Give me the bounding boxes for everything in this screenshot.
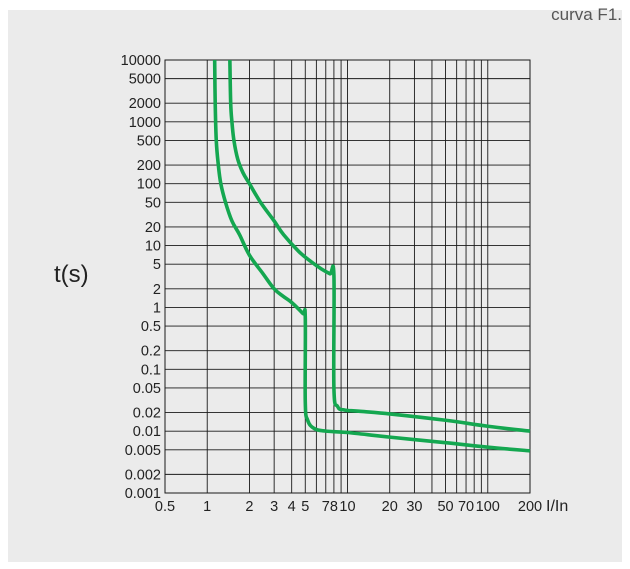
y-tick-label: 1 (153, 300, 161, 316)
x-tick-label: 5 (301, 499, 309, 515)
x-tick-label: 4 (288, 499, 296, 515)
y-axis-label: t(s) (54, 261, 89, 288)
x-tick-label: 2 (245, 499, 253, 515)
y-tick-label: 0.02 (133, 406, 161, 422)
y-tick-label: 20 (145, 220, 161, 236)
y-tick-label: 200 (137, 158, 161, 174)
x-tick-label: 8 (330, 499, 338, 515)
y-tick-label: 0.2 (141, 344, 161, 360)
y-tick-label: 100 (137, 177, 161, 193)
curve-type-label: curva F1. (551, 5, 622, 24)
x-tick-label: 3 (270, 499, 278, 515)
y-tick-label: 0.1 (141, 362, 161, 378)
y-tick-label: 0.01 (133, 424, 161, 440)
x-tick-label: 20 (382, 499, 398, 515)
y-tick-labels: 0.001 0.002 0.005 0.01 0.02 0.05 0.1 0.2 0.5 1 2 5 1… (121, 53, 161, 502)
upper-trip-curve (228, 59, 531, 433)
x-tick-label: 70 (458, 499, 474, 515)
y-tick-label: 0.001 (125, 486, 161, 502)
y-tick-label: 0.5 (141, 319, 161, 335)
curves (212, 59, 531, 453)
chart-panel: curva F1. t(s) 0.001 0.002 0.005 0.01 0.02 0.… (8, 5, 622, 562)
x-tick-label: 30 (406, 499, 422, 515)
x-tick-labels: 0.5 1 2 3 4 5 7 8 10 20 30 50 70 100 200 (155, 499, 542, 515)
y-tick-label: 10 (145, 239, 161, 255)
x-tick-label: 50 (437, 499, 453, 515)
grid (164, 59, 531, 494)
x-tick-label: 10 (339, 499, 355, 515)
y-tick-label: 50 (145, 195, 161, 211)
y-tick-label: 2000 (129, 96, 161, 112)
lower-trip-curve (212, 59, 531, 453)
y-tick-label: 500 (137, 133, 161, 149)
x-tick-label: 200 (518, 499, 542, 515)
y-tick-label: 5000 (129, 72, 161, 88)
y-tick-label: 10000 (121, 53, 161, 69)
x-tick-label: 0.5 (155, 499, 175, 515)
y-tick-label: 0.05 (133, 381, 161, 397)
y-tick-label: 1000 (129, 115, 161, 131)
x-tick-label: 100 (476, 499, 500, 515)
x-tick-label: 7 (322, 499, 330, 515)
x-axis-label: I/In (546, 498, 568, 515)
x-tick-label: 1 (203, 499, 211, 515)
y-tick-label: 2 (153, 282, 161, 298)
y-tick-label: 0.005 (125, 443, 161, 459)
y-tick-label: 5 (153, 257, 161, 273)
trip-curve-chart: t(s) 0.0010.0020.0050.010.020.050.10.20.… (54, 53, 568, 515)
y-tick-label: 0.002 (125, 467, 161, 483)
